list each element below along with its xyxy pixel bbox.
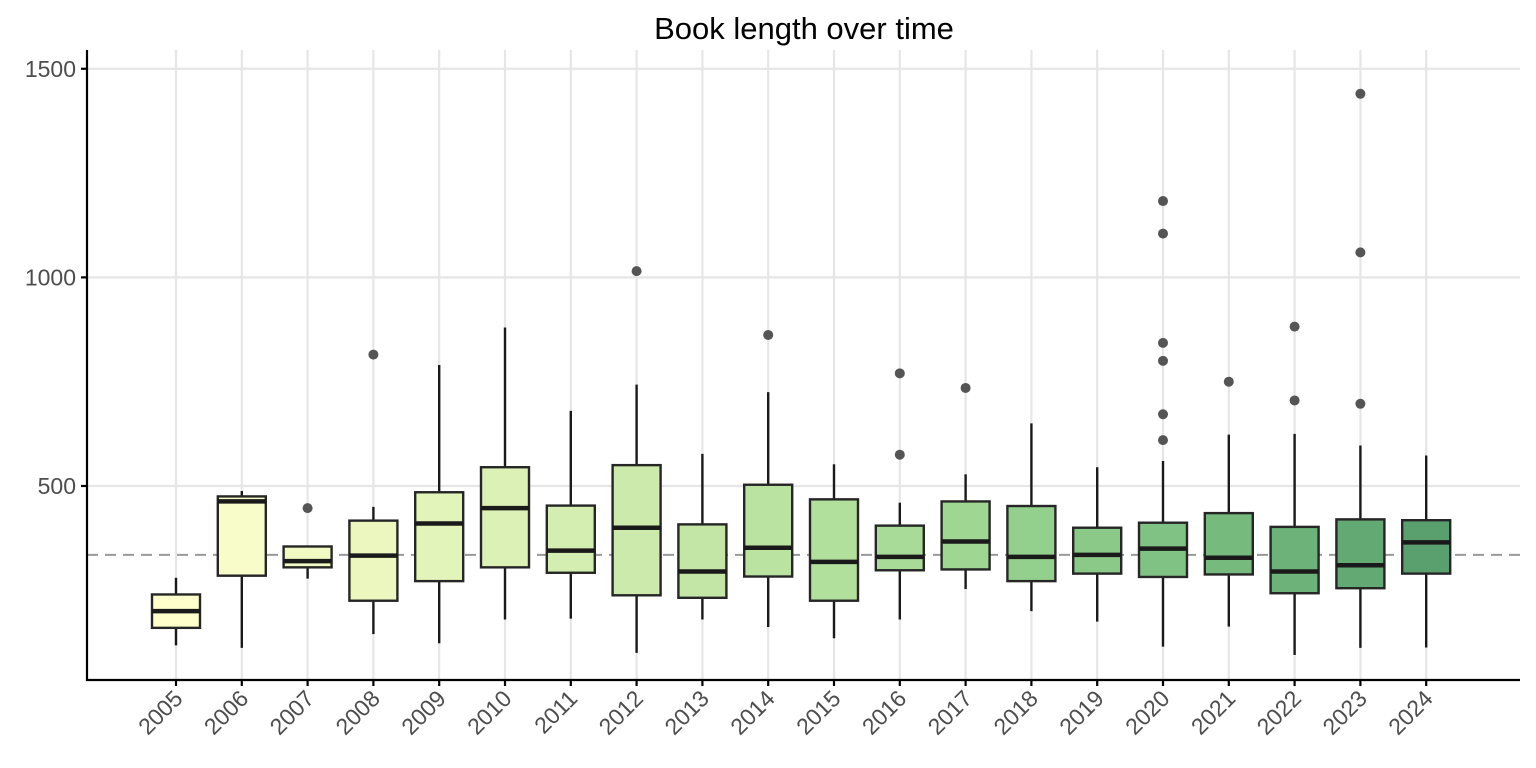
x-tick-label: 2022 (1252, 685, 1307, 740)
box-group-2016 (874, 368, 925, 620)
y-tick-label: 500 (38, 473, 76, 499)
outlier-point (1158, 337, 1168, 348)
box (414, 491, 465, 583)
x-tick-label: 2013 (659, 685, 714, 740)
x-tick-label: 2019 (1054, 685, 1109, 740)
box-group-2008 (348, 349, 399, 635)
outlier-point (894, 368, 905, 379)
box (611, 463, 662, 597)
box-group-2015 (808, 464, 860, 639)
x-tick-label: 2016 (857, 685, 912, 740)
box-group-2022 (1269, 321, 1320, 655)
x-tick-label: 2012 (594, 685, 649, 740)
box-group-2020 (1137, 196, 1189, 647)
box (1006, 504, 1057, 583)
outlier-point (1158, 409, 1168, 420)
outlier-point (763, 329, 774, 340)
box (1071, 526, 1123, 575)
box-group-2013 (677, 453, 728, 620)
outlier-point (1289, 395, 1300, 406)
box-group-2021 (1203, 376, 1255, 627)
outlier-point (1158, 435, 1168, 446)
box (874, 524, 925, 572)
box (216, 495, 268, 577)
box-group-2009 (414, 365, 465, 644)
chart-title: Book length over time (654, 11, 954, 46)
x-tick-label: 2011 (529, 685, 582, 738)
x-tick-label: 2010 (462, 685, 517, 740)
x-tick-label: 2009 (396, 685, 451, 740)
box-group-2019 (1071, 467, 1123, 622)
outlier-point (1223, 376, 1234, 387)
box-group-2011 (545, 410, 596, 619)
x-tick-label: 2021 (1186, 685, 1241, 740)
box-group-2023 (1335, 88, 1386, 648)
x-tick-label: 2018 (988, 685, 1043, 740)
box-group-2007 (282, 503, 333, 579)
box-group-2024 (1400, 455, 1452, 648)
box (282, 545, 333, 569)
box (1335, 518, 1386, 590)
box-group-2017 (940, 382, 991, 590)
outlier-point (1355, 398, 1366, 409)
outlier-point (368, 349, 379, 360)
box-group-2010 (479, 327, 531, 620)
outlier-point (1158, 355, 1168, 366)
x-tick-label: 2005 (133, 685, 188, 740)
box (1400, 519, 1452, 575)
outlier-point (1289, 321, 1300, 332)
box (808, 498, 860, 602)
y-tick-label: 1000 (25, 264, 76, 290)
box-layer (150, 88, 1452, 655)
outlier-point (302, 503, 313, 514)
box (479, 466, 531, 569)
outlier-point (1355, 88, 1366, 99)
box-group-2018 (1006, 423, 1057, 612)
box (545, 504, 596, 574)
outlier-point (960, 382, 971, 393)
box (677, 523, 728, 600)
x-tick-label: 2024 (1383, 685, 1438, 740)
box (940, 500, 991, 571)
outlier-point (631, 266, 642, 277)
box (1203, 511, 1255, 576)
outlier-point (894, 449, 905, 460)
x-tick-label: 2007 (265, 685, 320, 740)
outlier-point (1158, 228, 1168, 239)
outlier-point (1355, 247, 1366, 258)
box-group-2014 (743, 329, 794, 628)
x-tick-label: 2017 (923, 685, 978, 740)
y-tick-label: 1500 (25, 56, 76, 82)
x-tick-label: 2020 (1120, 685, 1175, 740)
box-group-2012 (611, 266, 662, 653)
x-tick-label: 2023 (1317, 685, 1372, 740)
box (348, 519, 399, 602)
box-group-2005 (150, 577, 202, 646)
outlier-point (1158, 196, 1168, 207)
x-tick-label: 2014 (725, 685, 780, 740)
x-tick-label: 2015 (791, 685, 846, 740)
box (1269, 525, 1320, 595)
x-tick-label: 2006 (199, 685, 254, 740)
x-tick-label: 2008 (330, 685, 385, 740)
box (743, 483, 794, 578)
box-group-2006 (216, 491, 268, 648)
